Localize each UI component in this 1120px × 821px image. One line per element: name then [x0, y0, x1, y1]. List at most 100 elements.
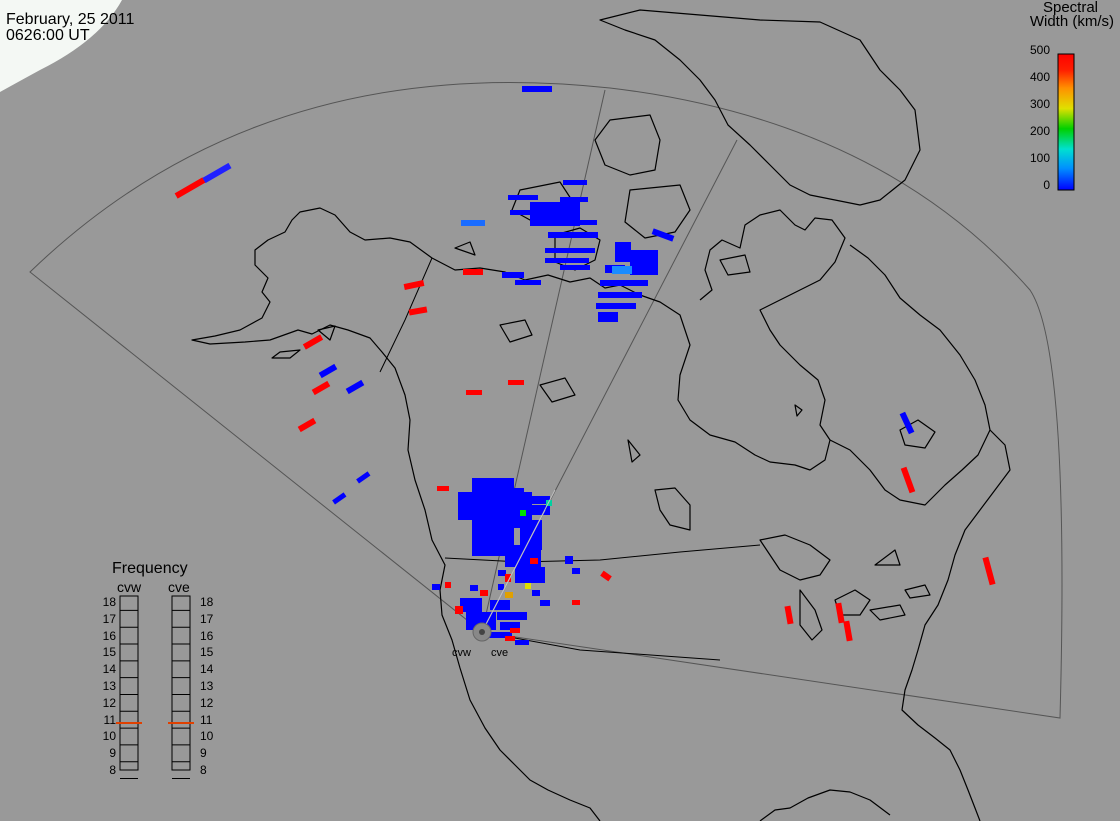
site-label-cvw: cvw [452, 647, 471, 659]
radar-cell [466, 390, 482, 395]
frequency-scale-label: 8 [109, 763, 116, 778]
radar-cell [600, 570, 612, 582]
radar-cell [572, 600, 580, 605]
frequency-title: Frequency [112, 560, 188, 577]
radar-cell [572, 568, 580, 574]
radar-cell [563, 180, 587, 185]
radar-cell [520, 510, 526, 516]
radar-cell [596, 303, 636, 309]
radar-cell [522, 86, 552, 92]
radar-cell [512, 488, 524, 528]
radar-cell [505, 574, 511, 582]
radar-cell [530, 558, 538, 564]
frequency-scale-label: 10 [102, 729, 116, 744]
radar-cell [548, 232, 598, 238]
frequency-scale-label: 16 [102, 628, 116, 643]
radar-cell [356, 471, 371, 484]
radar-cell [432, 584, 440, 590]
radar-cell [445, 582, 451, 588]
frequency-scale-label: 18 [102, 595, 116, 609]
radar-cell [508, 195, 538, 200]
radar-cell [490, 600, 510, 610]
colorbar-title-line1: Spectral [1042, 0, 1098, 16]
radar-cell [311, 380, 331, 396]
radar-cell [510, 628, 520, 633]
radar-cell [302, 334, 324, 350]
frequency-scale-label: 9 [200, 746, 207, 761]
radar-cell [600, 280, 648, 286]
frequency-scale-label: 13 [200, 679, 214, 694]
colorbar-tick-label: 200 [1029, 124, 1050, 138]
frequency-scale-label: 15 [102, 645, 116, 660]
radar-cell [345, 379, 365, 395]
radar-cell [560, 265, 590, 270]
radar-cell [437, 486, 449, 491]
radar-fov-outline [29, 81, 1063, 719]
frequency-scale-label: 10 [200, 729, 214, 744]
radar-cell [982, 556, 996, 586]
radar-cell [545, 258, 589, 263]
date-label: February, 25 2011 [6, 11, 135, 28]
frequency-radar-cve: cve [168, 579, 190, 595]
radar-cell [575, 220, 597, 225]
colorbar [1057, 53, 1075, 191]
radar-cell [546, 500, 552, 506]
political-borders [379, 257, 761, 661]
radar-cell [318, 363, 338, 379]
radar-cell [488, 632, 512, 638]
daylight-region [0, 0, 122, 92]
radar-cell [532, 590, 540, 596]
frequency-scale-label: 16 [200, 628, 214, 643]
colorbar-tick-label: 500 [1029, 43, 1050, 57]
radar-cell [403, 279, 425, 291]
colorbar-tick-label: 300 [1029, 97, 1050, 111]
radar-cell [615, 242, 631, 262]
radar-cell [508, 380, 524, 385]
radar-cell [502, 272, 524, 278]
beam-line [481, 509, 546, 633]
radar-cell [565, 556, 573, 564]
radar-cell [630, 250, 658, 275]
site-label-cve: cve [491, 647, 509, 659]
radar-cell [505, 636, 515, 641]
radar-cell [472, 478, 514, 556]
frequency-scale-label: 15 [200, 645, 214, 660]
radar-cell [545, 248, 595, 253]
radar-cell [460, 598, 482, 612]
radar-cell [498, 570, 506, 576]
radar-cell [498, 584, 504, 590]
frequency-gauges [116, 595, 194, 780]
frequency-scale-label: 12 [200, 695, 214, 710]
frequency-scale-label: 11 [103, 712, 116, 727]
radar-cell [480, 590, 488, 596]
radar-cell [525, 583, 531, 589]
radar-cell [515, 567, 545, 583]
frequency-radar-cvw: cvw [117, 579, 142, 595]
radar-cell [835, 602, 845, 624]
radar-cell [455, 606, 463, 614]
colorbar-tick-label: 0 [1043, 178, 1050, 192]
radar-cell [560, 197, 588, 202]
frequency-scale-label: 11 [200, 712, 213, 727]
frequency-scale-label: 17 [102, 611, 116, 626]
radar-cell [598, 312, 618, 322]
frequency-scale-label: 14 [200, 662, 214, 677]
radar-cell [651, 228, 675, 242]
radar-cell [497, 612, 527, 620]
frequency-scale-label: 14 [102, 662, 116, 677]
radar-cell [458, 492, 472, 520]
radar-site-center [479, 629, 485, 635]
time-label: 0626:00 UT [6, 27, 90, 44]
radar-cell [540, 600, 550, 606]
colorbar-tick-label: 400 [1029, 70, 1050, 84]
radar-cell [332, 492, 347, 505]
colorbar-gradient [1057, 53, 1075, 191]
frequency-scale-label: 17 [200, 611, 214, 626]
radar-cell [784, 605, 794, 625]
radar-cell [899, 411, 915, 435]
radar-cell [470, 585, 478, 591]
radar-cell [843, 620, 853, 642]
colorbar-tick-label: 100 [1029, 151, 1050, 165]
radar-cell [522, 492, 532, 522]
